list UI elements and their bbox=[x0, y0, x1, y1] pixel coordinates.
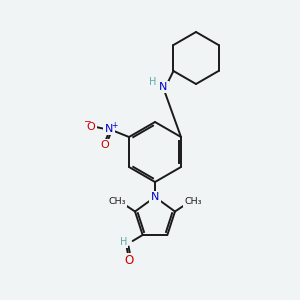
Text: N: N bbox=[159, 82, 167, 92]
Text: O: O bbox=[87, 122, 95, 132]
Text: CH₃: CH₃ bbox=[108, 197, 126, 206]
Text: −: − bbox=[83, 116, 91, 125]
Text: H: H bbox=[149, 77, 157, 87]
Text: CH₃: CH₃ bbox=[184, 197, 202, 206]
Text: N: N bbox=[105, 124, 113, 134]
Text: O: O bbox=[100, 140, 109, 150]
Text: O: O bbox=[124, 254, 133, 268]
Text: +: + bbox=[111, 121, 117, 130]
Text: H: H bbox=[120, 237, 127, 247]
Text: N: N bbox=[151, 192, 159, 202]
